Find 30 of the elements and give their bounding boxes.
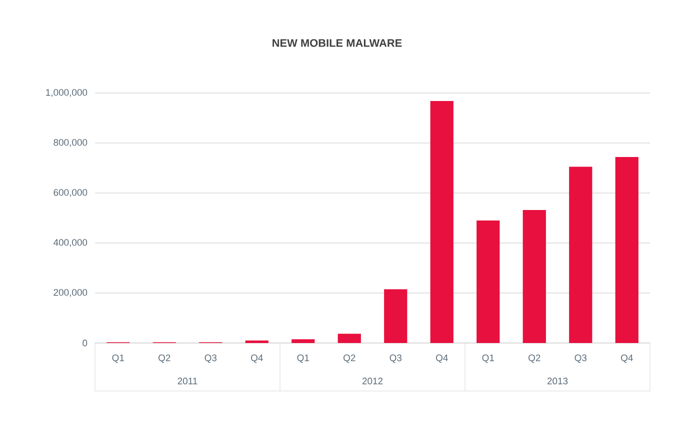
x-tick-label: Q2 <box>528 354 540 363</box>
y-tick-label: 800,000 <box>54 139 88 147</box>
x-tick-label: Q4 <box>621 354 633 363</box>
x-tick-label: Q3 <box>574 354 587 363</box>
x-tick-label: Q1 <box>297 354 309 363</box>
x-tick-label: Q1 <box>112 354 124 363</box>
x-tick-label: Q4 <box>436 354 448 363</box>
bar <box>338 334 361 343</box>
bar <box>615 157 638 343</box>
text: 2011 <box>178 378 198 384</box>
x-tick-label: Q3 <box>204 354 217 363</box>
bar <box>430 100 454 343</box>
x-tick-label: Q4 <box>251 354 263 363</box>
y-tick-label: 0 <box>82 340 88 346</box>
y-tick-label: 400,000 <box>54 239 88 247</box>
x-tick-label: Q2 <box>158 354 170 363</box>
bar <box>476 220 500 343</box>
bar <box>292 339 315 343</box>
y-tick-label: 200,000 <box>54 289 88 297</box>
x-tick-label: Q2 <box>344 354 356 363</box>
bar <box>569 166 592 343</box>
x-tick-label: Q1 <box>482 354 494 363</box>
x-tick-label: Q3 <box>390 354 402 363</box>
chart-title: NEW MOBILE MALWARE <box>272 39 402 47</box>
text: 2013 <box>547 378 568 384</box>
y-tick-label: 1,000,000 <box>46 89 88 97</box>
text: 2012 <box>362 378 383 384</box>
bar <box>384 289 408 343</box>
y-tick-label: 600,000 <box>54 189 88 197</box>
bar <box>522 210 546 343</box>
